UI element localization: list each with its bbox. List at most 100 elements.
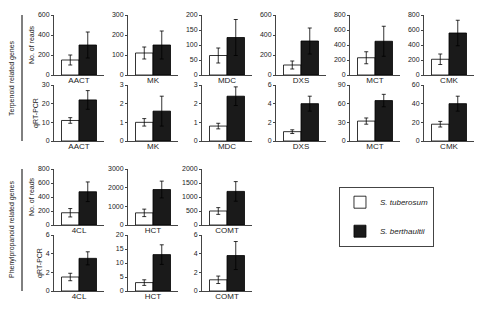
svg-text:0: 0	[268, 71, 272, 78]
svg-text:AACT: AACT	[68, 76, 89, 85]
svg-text:0: 0	[194, 287, 198, 294]
svg-text:0: 0	[194, 221, 198, 228]
svg-text:600: 600	[408, 26, 420, 33]
svg-text:No. of reads: No. of reads	[28, 25, 35, 64]
svg-text:MDC: MDC	[218, 76, 236, 85]
svg-text:S. berthaultii: S. berthaultii	[380, 227, 425, 236]
svg-text:COMT: COMT	[215, 226, 239, 235]
svg-text:150: 150	[186, 26, 198, 33]
svg-text:DXS: DXS	[293, 142, 309, 151]
svg-text:800: 800	[408, 11, 420, 18]
svg-text:600: 600	[334, 26, 346, 33]
svg-text:2: 2	[120, 100, 124, 107]
svg-text:600: 600	[38, 179, 50, 186]
svg-text:6: 6	[268, 81, 272, 88]
svg-text:600: 600	[38, 11, 50, 18]
svg-text:2: 2	[194, 269, 198, 276]
svg-text:0: 0	[416, 71, 420, 78]
svg-text:400: 400	[38, 193, 50, 200]
svg-text:6: 6	[46, 231, 50, 238]
svg-text:MDC: MDC	[218, 142, 236, 151]
svg-text:200: 200	[334, 56, 346, 63]
svg-text:MCT: MCT	[366, 142, 383, 151]
svg-text:300: 300	[112, 11, 124, 18]
svg-text:COMT: COMT	[215, 292, 239, 301]
svg-text:60: 60	[338, 100, 346, 107]
svg-text:2: 2	[46, 269, 50, 276]
svg-text:qRT-PCR: qRT-PCR	[32, 98, 40, 128]
svg-text:No. of reads: No. of reads	[28, 177, 35, 216]
svg-text:0: 0	[416, 137, 420, 144]
svg-text:6: 6	[194, 231, 198, 238]
svg-text:40: 40	[412, 100, 420, 107]
svg-text:4: 4	[46, 250, 50, 257]
svg-text:100: 100	[112, 51, 124, 58]
svg-text:0: 0	[342, 137, 346, 144]
svg-text:0: 0	[268, 137, 272, 144]
svg-text:2000: 2000	[108, 184, 124, 191]
svg-text:0: 0	[120, 71, 124, 78]
svg-text:AACT: AACT	[68, 142, 89, 151]
svg-text:400: 400	[334, 41, 346, 48]
svg-text:0: 0	[194, 71, 198, 78]
svg-text:600: 600	[260, 11, 272, 18]
svg-text:HCT: HCT	[145, 226, 162, 235]
svg-text:30: 30	[338, 119, 346, 126]
svg-text:20: 20	[116, 231, 124, 238]
svg-text:20: 20	[42, 100, 50, 107]
svg-text:0: 0	[46, 137, 50, 144]
svg-text:10: 10	[42, 119, 50, 126]
svg-text:2000: 2000	[182, 165, 198, 172]
svg-text:qRT-PCR: qRT-PCR	[36, 248, 44, 278]
svg-text:Phenylpropanoid related genes: Phenylpropanoid related genes	[8, 181, 16, 278]
svg-text:5: 5	[120, 273, 124, 280]
svg-text:CMK: CMK	[440, 142, 458, 151]
svg-text:0: 0	[120, 137, 124, 144]
svg-text:DXS: DXS	[293, 76, 309, 85]
svg-text:90: 90	[338, 81, 346, 88]
svg-text:4: 4	[194, 250, 198, 257]
svg-text:4CL: 4CL	[72, 226, 87, 235]
svg-text:HCT: HCT	[145, 292, 162, 301]
svg-text:500: 500	[186, 207, 198, 214]
svg-text:800: 800	[334, 11, 346, 18]
svg-text:200: 200	[112, 31, 124, 38]
svg-text:0: 0	[194, 137, 198, 144]
svg-text:MK: MK	[147, 142, 160, 151]
svg-text:0: 0	[120, 221, 124, 228]
svg-text:3: 3	[194, 81, 198, 88]
svg-text:0: 0	[342, 71, 346, 78]
svg-text:MK: MK	[147, 76, 160, 85]
svg-text:S. tuberosum: S. tuberosum	[380, 198, 428, 207]
svg-text:4CL: 4CL	[72, 292, 87, 301]
svg-text:200: 200	[186, 11, 198, 18]
svg-text:15: 15	[116, 245, 124, 252]
svg-text:20: 20	[412, 119, 420, 126]
svg-text:0: 0	[46, 221, 50, 228]
svg-text:400: 400	[38, 31, 50, 38]
svg-text:Terpenoid related genes: Terpenoid related genes	[8, 40, 16, 116]
svg-text:0: 0	[46, 287, 50, 294]
svg-text:1500: 1500	[182, 179, 198, 186]
svg-text:30: 30	[42, 81, 50, 88]
svg-text:MCT: MCT	[366, 76, 383, 85]
svg-text:200: 200	[408, 56, 420, 63]
svg-text:1: 1	[194, 119, 198, 126]
svg-text:200: 200	[260, 51, 272, 58]
svg-text:0: 0	[46, 71, 50, 78]
svg-text:100: 100	[186, 41, 198, 48]
svg-text:60: 60	[412, 81, 420, 88]
svg-text:1000: 1000	[108, 203, 124, 210]
svg-text:3: 3	[120, 81, 124, 88]
svg-text:1: 1	[120, 119, 124, 126]
svg-text:2: 2	[194, 100, 198, 107]
svg-text:400: 400	[408, 41, 420, 48]
svg-text:50: 50	[190, 56, 198, 63]
svg-text:200: 200	[38, 51, 50, 58]
svg-text:2: 2	[268, 119, 272, 126]
svg-text:200: 200	[38, 207, 50, 214]
svg-text:0: 0	[120, 287, 124, 294]
svg-text:400: 400	[260, 31, 272, 38]
svg-text:800: 800	[38, 165, 50, 172]
svg-text:10: 10	[116, 259, 124, 266]
